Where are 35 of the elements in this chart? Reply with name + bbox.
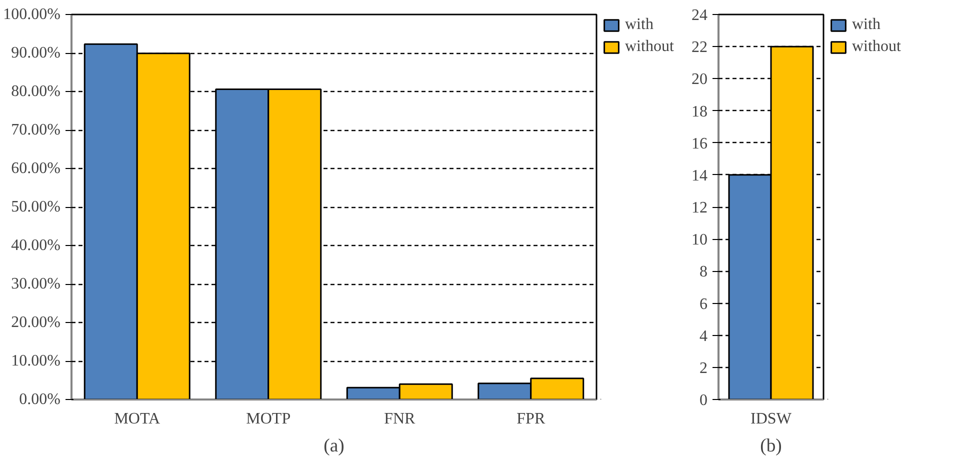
y-tick-label: 18 [692,103,708,120]
x-axis-title: (b) [760,436,782,456]
y-tick-label: 12 [692,200,708,216]
y-tick-label: 16 [692,135,708,152]
y-tick-label: 20.00% [11,314,60,331]
y-tick-label: 100.00% [3,6,60,23]
y-tick-label: 60.00% [11,160,60,177]
y-tick-label: 22 [692,39,708,56]
y-tick-label: 20 [692,71,708,88]
y-tick-label: 90.00% [11,44,60,62]
x-tick-label: IDSW [750,410,792,428]
x-tick-label: FPR [516,410,546,428]
y-tick-label: 10 [692,232,708,249]
y-tick-label: 70.00% [11,122,60,138]
legend-label: with [852,16,880,34]
y-tick-label: 14 [692,167,708,184]
legend-label: without [625,38,674,56]
y-tick-label: 50.00% [11,198,60,216]
y-tick-label: 24 [692,7,708,24]
x-axis-title: (a) [324,436,344,456]
legend-label: without [852,38,901,56]
y-tick-label: 10.00% [11,352,60,370]
y-tick-label: 80.00% [11,83,60,100]
x-tick-label: MOTA [114,410,160,428]
legend-label: with [625,16,654,34]
y-tick-label: 40.00% [11,237,60,254]
y-tick-label: 8 [700,264,708,281]
y-tick-label: 0.00% [19,391,60,408]
y-tick-label: 6 [700,296,708,313]
y-tick-label: 30.00% [11,276,60,292]
y-tick-label: 0 [700,392,708,409]
x-tick-label: FNR [384,410,416,428]
x-tick-label: MOTP [246,410,291,428]
y-tick-label: 2 [700,360,708,377]
y-tick-label: 4 [700,328,708,345]
